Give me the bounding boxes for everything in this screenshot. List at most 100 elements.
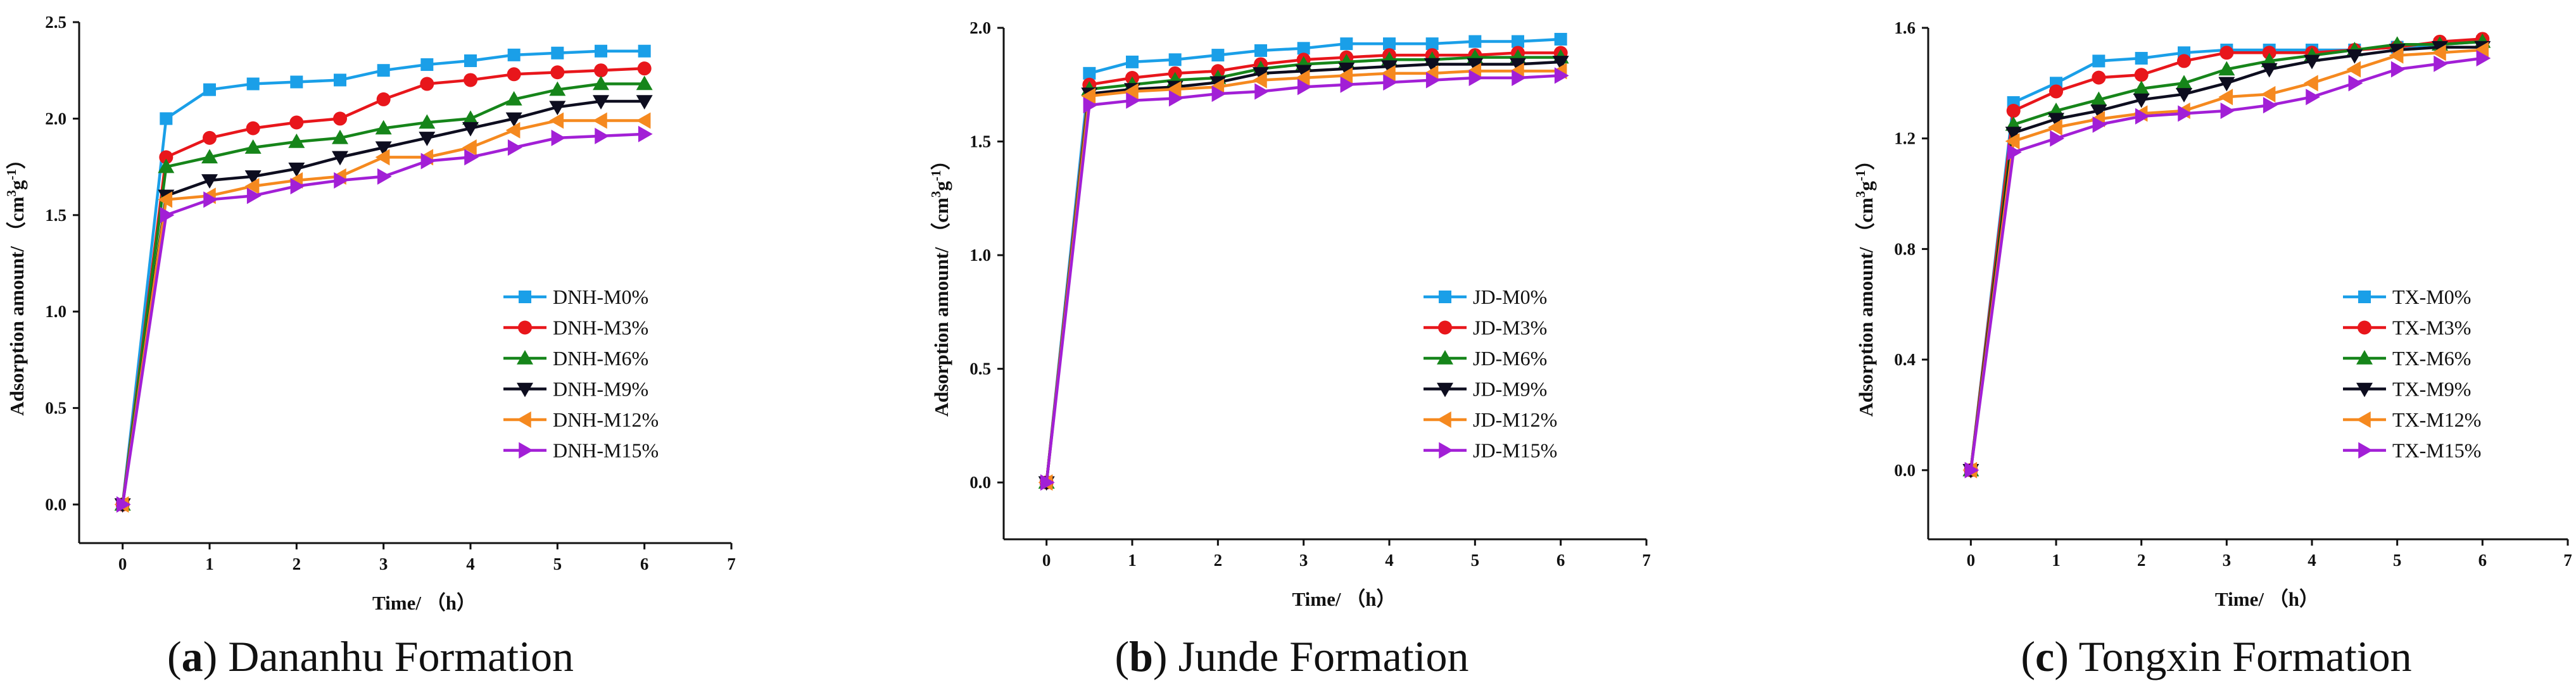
data-point [1166, 80, 1182, 97]
data-point [1383, 37, 1396, 51]
x-tick-label: 7 [1642, 551, 1651, 570]
x-tick-label: 1 [2052, 551, 2061, 570]
y-tick-label: 1.5 [969, 132, 991, 151]
series-DNH-M6% [114, 75, 653, 511]
legend-label: JD-M6% [1473, 347, 1547, 370]
data-point [377, 64, 390, 77]
caption-paren: ( [1114, 632, 1129, 680]
data-point [2133, 93, 2150, 108]
panel-caption: (b) Junde Formation [1114, 632, 1468, 680]
legend-marker [2358, 320, 2371, 335]
data-point [290, 178, 305, 195]
legend-label: TX-M3% [2392, 316, 2471, 339]
data-point [1297, 78, 1312, 96]
data-point [2048, 113, 2064, 128]
data-point [1425, 37, 1439, 51]
y-axis-title-superscript: -1 [4, 169, 19, 180]
data-point [2476, 50, 2491, 67]
data-point [2135, 52, 2148, 65]
data-point [1964, 461, 1979, 479]
caption-title: ) Tongxin Formation [2054, 632, 2411, 680]
x-tick-label: 5 [2393, 551, 2402, 570]
data-point [2133, 80, 2150, 95]
legend-marker [519, 442, 533, 459]
y-tick-label: 0.5 [45, 399, 66, 418]
data-point [1253, 67, 1269, 82]
data-point [2218, 89, 2233, 106]
y-axis-title-part: ） [6, 149, 28, 169]
data-point [244, 170, 262, 185]
data-point [1297, 42, 1310, 55]
data-point [2090, 104, 2107, 120]
x-tick-label: 0 [1042, 551, 1051, 570]
data-point [2005, 133, 2020, 150]
data-point [246, 77, 260, 91]
data-point [2434, 55, 2448, 72]
data-point [638, 125, 653, 142]
data-point [1126, 55, 1139, 68]
data-point [2346, 61, 2361, 78]
data-point [1295, 65, 1312, 80]
series-DNH-M15% [116, 125, 653, 513]
data-point [2390, 61, 2406, 78]
data-point [160, 112, 173, 125]
y-tick-label: 2.0 [969, 18, 991, 37]
y-tick-label: 0.0 [1894, 461, 1916, 480]
data-point [334, 172, 348, 189]
y-axis-title-part: Adsorption amount/ （cm [6, 196, 28, 415]
data-point [2177, 54, 2191, 68]
legend-marker [2356, 382, 2373, 398]
x-tick-label: 1 [205, 554, 214, 573]
data-point [2007, 144, 2022, 161]
data-point [1552, 56, 1569, 70]
y-axis-title-part: Adsorption amount/ （cm [1855, 197, 1877, 416]
data-point [549, 101, 566, 116]
data-point [1510, 58, 1526, 73]
data-point [507, 67, 521, 82]
y-axis-title-part: Adsorption amount/ （cm [930, 197, 952, 416]
data-point [288, 133, 305, 148]
x-axis-title: Time/ （h） [372, 592, 476, 614]
data-point [203, 83, 216, 96]
y-tick-label: 0.8 [1894, 239, 1916, 258]
data-point [1211, 85, 1227, 103]
data-point [244, 139, 262, 154]
data-point [464, 73, 477, 87]
data-point [2346, 49, 2363, 64]
chart-panel-a: 0 1 2 3 4 5 6 7 0.0 0.5 1.0 1.5 2.0 2.5 Time/ （h） Adsor… [4, 13, 736, 680]
data-point [1295, 70, 1310, 87]
x-tick-label: 7 [2563, 551, 2572, 570]
legend-label: JD-M0% [1473, 285, 1547, 308]
data-point [1211, 49, 1225, 62]
data-point [2134, 68, 2149, 82]
legend-marker [1437, 382, 1453, 398]
data-point [2178, 105, 2192, 122]
caption-title: ) Junde Formation [1153, 632, 1469, 680]
legend-marker [1439, 291, 1451, 303]
series-line [1969, 40, 2483, 471]
y-axis-title: Adsorption amount/ （cm3g-1） [928, 151, 952, 417]
data-point [2306, 89, 2320, 106]
data-point [2218, 77, 2235, 92]
data-point [1468, 35, 1482, 48]
legend-marker [2358, 442, 2373, 459]
data-point [160, 206, 175, 223]
data-point [1340, 76, 1355, 93]
data-point [289, 115, 304, 130]
data-point [594, 63, 608, 78]
data-point [246, 121, 260, 135]
x-tick-label: 0 [1967, 551, 1976, 570]
legend-label: JD-M9% [1473, 378, 1547, 401]
data-point [2220, 103, 2235, 120]
data-point [593, 75, 609, 91]
data-point [1467, 58, 1484, 73]
data-point [2261, 63, 2278, 78]
legend-label: TX-M9% [2392, 378, 2471, 401]
data-point [1126, 92, 1140, 109]
y-axis-title: Adsorption amount/ （cm3g-1） [4, 149, 28, 416]
data-point [1383, 74, 1398, 91]
legend-marker [518, 320, 532, 335]
data-point [375, 120, 392, 135]
y-tick-label: 0.0 [969, 473, 991, 492]
data-point [549, 112, 564, 129]
